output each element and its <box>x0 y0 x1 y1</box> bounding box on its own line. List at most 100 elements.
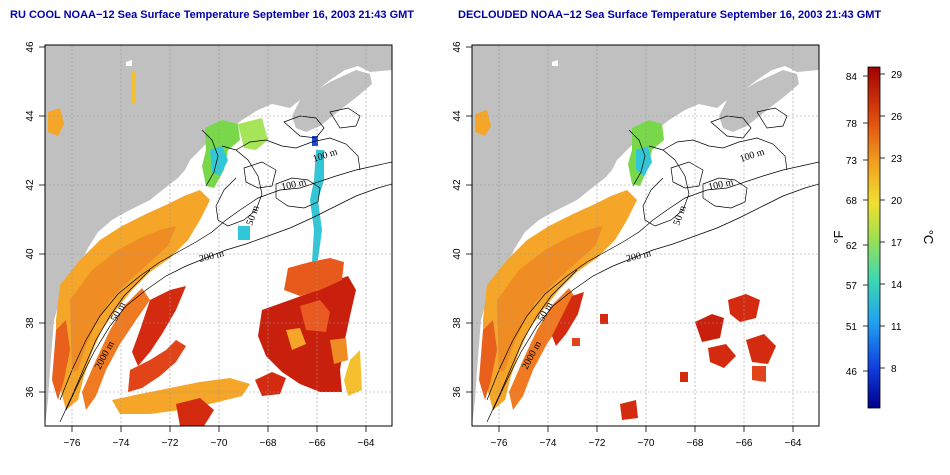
colorbar-f-tick: 68 <box>846 196 858 207</box>
right-map-title: DECLOUDED NOAA−12 Sea Surface Temperatur… <box>458 9 882 21</box>
colorbar-f-tick: 51 <box>846 322 858 333</box>
sst-shelf-water <box>56 190 210 410</box>
x-tick-label: −76 <box>64 438 81 449</box>
y-tick-label: 36 <box>25 386 36 398</box>
right-y-axis-labels: 36 38 40 42 44 46 <box>452 41 463 398</box>
colorbar-f-tick: 57 <box>846 281 858 292</box>
sst-slope-water <box>509 288 577 410</box>
left-map-panel: 100 m 100 m 50 m 200 m 50 m 2000 m <box>25 41 393 449</box>
colorbar-c-tick: 23 <box>891 154 903 165</box>
sst-chesapeake <box>479 320 497 400</box>
sst-warm-patch <box>255 372 286 396</box>
sst-lake-patch <box>48 108 64 136</box>
x-tick-label: −66 <box>309 438 326 449</box>
left-map-title: RU COOL NOAA−12 Sea Surface Temperature … <box>10 9 415 21</box>
colorbar-f-tick: 73 <box>846 156 858 167</box>
colorbar-c-tick: 20 <box>891 196 903 207</box>
x-tick-label: −64 <box>358 438 375 449</box>
colorbar-c-tick: 11 <box>891 322 902 333</box>
bathymetry-contours <box>59 107 392 423</box>
sst-warm-patch <box>284 258 344 296</box>
sst-slope-water <box>82 288 150 410</box>
colorbar-gradient <box>867 66 881 409</box>
y-tick-label: 44 <box>452 110 463 122</box>
sst-patch <box>330 338 348 364</box>
colorbar-c-tick: 17 <box>891 238 903 249</box>
sst-warm-patch <box>695 314 724 342</box>
y-tick-label: 36 <box>452 386 463 398</box>
sst-warm-patch <box>752 366 766 382</box>
sst-patch <box>286 328 306 350</box>
colorbar-c-tick: 14 <box>891 280 903 291</box>
sst-warm-patch <box>620 400 638 420</box>
y-tick-label: 44 <box>25 110 36 122</box>
x-tick-label: −74 <box>540 438 557 449</box>
sst-shelf-water <box>497 226 603 372</box>
land-nova-scotia <box>292 70 372 132</box>
sst-warm-patch <box>300 300 330 332</box>
sst-patch <box>238 118 268 150</box>
land-mass <box>45 45 392 426</box>
sst-shelf-water <box>483 190 637 410</box>
left-x-axis-labels: −76 −74 −72 −70 −68 −66 −64 <box>64 438 375 449</box>
left-map-frame <box>44 44 393 427</box>
sst-warm-band <box>112 378 250 414</box>
y-tick-label: 46 <box>25 41 36 53</box>
x-tick-label: −70 <box>211 438 228 449</box>
sst-shelf-water <box>70 226 176 372</box>
x-tick-label: −72 <box>162 438 179 449</box>
x-tick-label: −66 <box>736 438 753 449</box>
right-map-panel: 100 m 100 m 50 m 200 m 50 m 2000 m <box>452 41 820 449</box>
sst-inland-patch <box>132 72 136 104</box>
sst-warm-patch <box>708 344 736 368</box>
x-tick-label: −76 <box>491 438 508 449</box>
sst-filament <box>552 292 584 346</box>
y-tick-label: 46 <box>452 41 463 53</box>
sst-gulf-stream-filament <box>132 286 186 366</box>
sst-cold-speckle <box>238 226 250 240</box>
x-tick-label: −72 <box>589 438 606 449</box>
fahrenheit-tick-labels: 84 78 73 68 62 57 51 46 <box>846 72 858 378</box>
y-tick-label: 42 <box>452 179 463 191</box>
sst-chesapeake <box>52 320 70 400</box>
sst-warm-patch <box>728 294 760 322</box>
lat-lon-grid <box>45 45 392 426</box>
land-mass <box>472 45 819 426</box>
colorbar-f-tick: 78 <box>846 119 858 130</box>
fahrenheit-unit-label: °F <box>831 230 846 243</box>
x-tick-label: −68 <box>687 438 704 449</box>
sst-warm-patch <box>746 334 776 364</box>
right-x-axis-labels: −76 −74 −72 −70 −68 −66 −64 <box>491 438 802 449</box>
sst-warm-speck <box>572 338 580 346</box>
x-tick-label: −68 <box>260 438 277 449</box>
colorbar-f-tick: 62 <box>846 241 858 252</box>
y-tick-label: 38 <box>452 317 463 329</box>
sst-lake-patch <box>475 110 491 136</box>
x-tick-label: −74 <box>113 438 130 449</box>
sst-patch <box>126 60 132 66</box>
x-tick-label: −70 <box>638 438 655 449</box>
colorbar-f-tick: 84 <box>846 72 858 83</box>
sst-warm-speck <box>680 372 688 382</box>
y-tick-label: 42 <box>25 179 36 191</box>
sst-warm-core-eddy <box>258 276 356 392</box>
y-tick-label: 40 <box>25 248 36 260</box>
sst-patch <box>552 60 558 66</box>
colorbar-c-tick: 29 <box>891 70 903 81</box>
right-map-frame <box>471 44 820 427</box>
x-tick-label: −64 <box>785 438 802 449</box>
land-nova-scotia <box>719 70 799 132</box>
colorbar-c-tick: 8 <box>891 364 897 375</box>
bathymetry-contours <box>486 107 819 423</box>
left-y-axis-labels: 36 38 40 42 44 46 <box>25 41 36 398</box>
celsius-unit-label: °C <box>921 230 936 245</box>
celsius-tick-labels: 29 26 23 20 17 14 11 8 <box>891 70 903 375</box>
sst-warm-patch <box>176 398 214 426</box>
colorbar-f-tick: 46 <box>846 367 858 378</box>
lat-lon-grid <box>472 45 819 426</box>
colorbar-c-tick: 26 <box>891 112 903 123</box>
sst-gulf-stream-filament <box>128 340 186 392</box>
y-tick-label: 38 <box>25 317 36 329</box>
sst-warm-speck <box>600 314 608 324</box>
